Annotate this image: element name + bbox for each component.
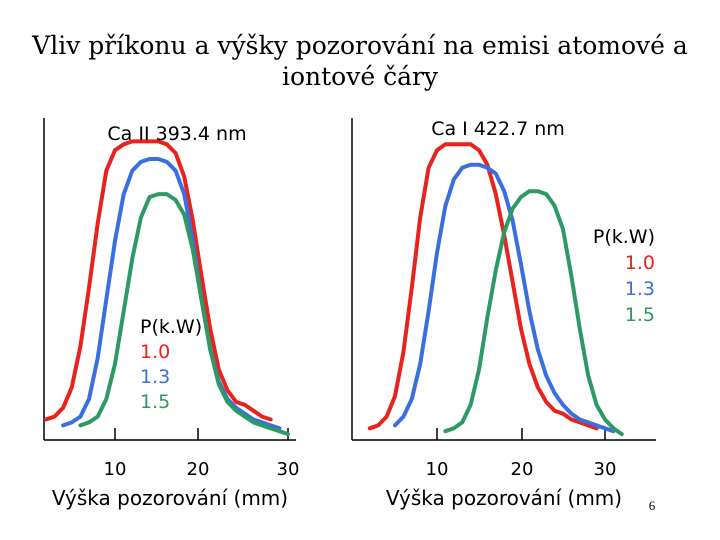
page-number: 6 [649,498,656,513]
x-tick-label: 30 [594,459,617,480]
legend-title: P(k.W) [593,226,655,248]
series-line-1-3 [393,162,616,434]
legend-entry: 1.3 [625,278,655,300]
x-tick-label: 10 [104,459,127,480]
chart-left-ca-ii: 10 20 30 Ca II 393.4 nm P(k.W) 1.0 1.3 1.5 Výška… [43,118,300,510]
series-line-1-5 [78,192,290,437]
series-line-1-3 [61,157,282,431]
page-title-line-1: Vliv příkonu a výšky pozorování na emisi… [31,31,688,60]
legend-entry: 1.5 [625,304,655,326]
series-line-1-0 [43,139,273,422]
legend-entry: 1.0 [625,252,655,274]
legend-entry: 1.3 [140,366,170,388]
x-axis-label: Výška pozorování (mm) [52,486,288,510]
chart-title: Ca II 393.4 nm [107,123,246,145]
page-title-line-2: iontové čáry [282,62,439,91]
x-tick-label: 20 [511,459,534,480]
series-line-1-5 [443,189,624,437]
legend-entry: 1.0 [140,341,170,363]
legend-entry: 1.5 [140,391,170,413]
x-tick-label: 20 [187,459,210,480]
x-tick-label: 10 [426,459,449,480]
x-tick-label: 30 [277,459,300,480]
chart-right-ca-i: 10 20 30 Ca I 422.7 nm P(k.W) 1.0 1.3 1.5 Výška … [351,118,656,510]
legend-title: P(k.W) [140,316,202,338]
series-line-1-0 [367,142,599,431]
chart-title: Ca I 422.7 nm [431,118,565,140]
x-axis-label: Výška pozorování (mm) [386,486,622,510]
